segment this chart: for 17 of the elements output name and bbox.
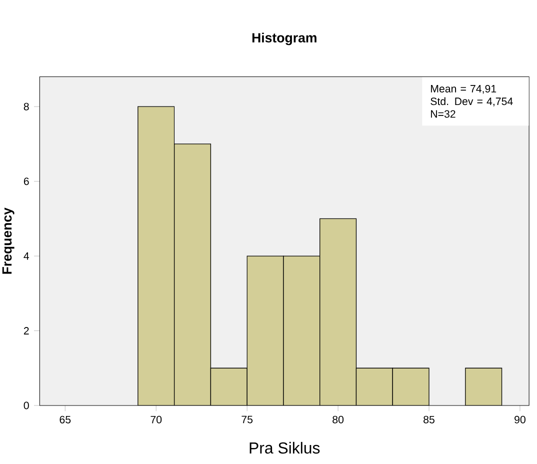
x-tick-label: 80 xyxy=(332,416,344,424)
x-tick-label: 70 xyxy=(150,416,162,424)
annotation: Mean = 74,91 xyxy=(431,84,496,94)
y-tick-label: 6 xyxy=(24,178,29,186)
y-axis-title: Frequency xyxy=(2,208,14,274)
y-tick-label: 0 xyxy=(24,402,29,410)
x-tick-label: 85 xyxy=(424,416,434,424)
y-tick-label: 8 xyxy=(24,102,29,110)
x-tick-label: 75 xyxy=(242,416,253,424)
x-axis-title: Pra Siklus xyxy=(250,442,320,454)
annotation: N=32 xyxy=(431,110,456,118)
annotation: Std. Dev = 4,754 xyxy=(430,97,513,106)
x-tick-label: 90 xyxy=(514,416,526,424)
y-tick-label: 2 xyxy=(24,327,29,334)
x-tick-label: 65 xyxy=(60,416,71,424)
chart-title: Histogram xyxy=(252,32,316,46)
y-tick-label: 4 xyxy=(24,252,30,260)
